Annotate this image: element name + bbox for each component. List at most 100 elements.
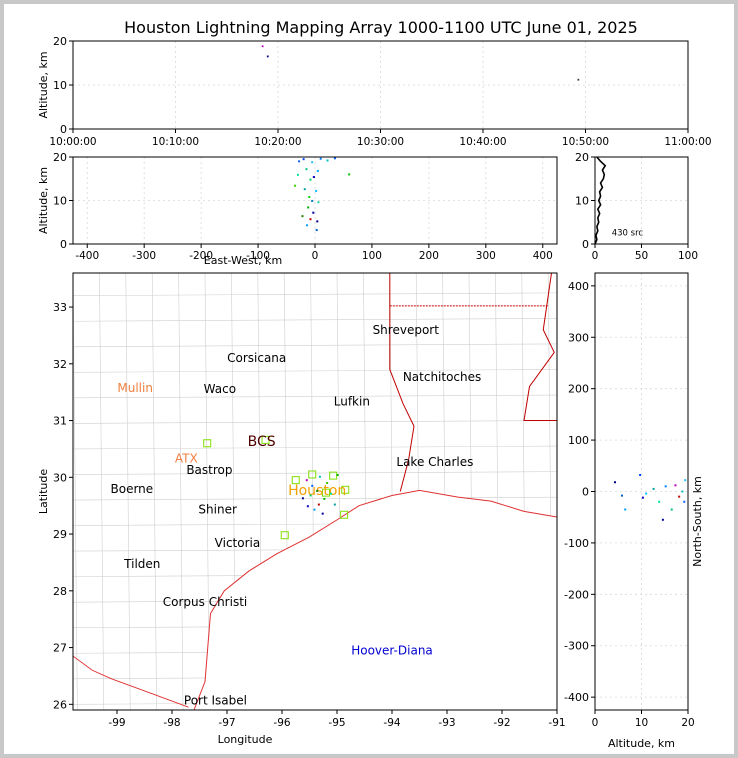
altitude-east-west-panel: -400 -300 -200 -100 0 100 200 300 400 0 10 20 East-W…	[37, 151, 558, 267]
ew-tick-label: -400	[75, 250, 99, 262]
source-point	[684, 479, 687, 482]
source-point	[661, 518, 664, 521]
source-point	[313, 508, 316, 511]
county-boundary	[73, 394, 557, 399]
ns-tick-label: -300	[564, 640, 589, 653]
longitude-tick-label: -92	[493, 717, 510, 729]
altitude-histogram-panel: 0 50 100 0 10 20 430 src	[575, 151, 698, 262]
ew-tick-label: 200	[419, 250, 439, 262]
source-point	[317, 503, 320, 506]
source-point	[261, 45, 264, 48]
ew-tick-label: -300	[132, 250, 156, 262]
county-boundary	[178, 273, 184, 710]
city-label: Port Isabel	[184, 693, 247, 707]
altitude-axis-label: Altitude, km	[37, 51, 50, 118]
city-label: Corsicana	[227, 351, 286, 365]
altitude-time-panel: 10:00:00 10:10:00 10:20:00 10:30:00 10:40:00…	[37, 35, 712, 148]
ew-tick-label: 300	[476, 250, 496, 262]
count-tick-label: 0	[592, 250, 599, 262]
source-point	[266, 55, 269, 58]
source-point	[641, 496, 644, 499]
figure-title: Houston Lightning Mapping Array 1000-110…	[124, 18, 638, 37]
ew-tick-label: -200	[189, 250, 213, 262]
altitude-ew-axes	[72, 156, 558, 245]
source-point	[301, 497, 304, 500]
source-point	[333, 503, 336, 506]
source-point	[678, 495, 681, 498]
latitude-axis-label: Latitude	[37, 469, 50, 515]
source-point	[301, 215, 304, 218]
source-point	[620, 494, 623, 497]
source-point	[681, 490, 684, 493]
city-label: Bastrop	[186, 463, 232, 477]
source-point	[311, 484, 314, 487]
source-point	[303, 188, 306, 191]
coastline	[193, 489, 557, 710]
lma-station-marker	[341, 485, 350, 494]
map-axes	[72, 272, 558, 711]
source-point	[658, 500, 661, 503]
source-point	[311, 199, 314, 202]
city-label: Victoria	[215, 536, 261, 550]
plan-view-map-panel: Shreveport Corsicana Natchitoches Mullin Wac…	[37, 272, 566, 746]
county-boundary	[99, 273, 105, 710]
source-point	[577, 78, 580, 81]
city-label: Natchitoches	[403, 370, 481, 384]
source-point	[321, 512, 324, 515]
ns-tick-label: -100	[564, 537, 589, 550]
gulf-of-mexico	[194, 490, 557, 710]
ew-tick-label: 0	[312, 250, 319, 262]
time-tick-label: 10:10:00	[152, 136, 199, 148]
lma-station-marker	[291, 476, 300, 485]
source-point	[309, 218, 312, 221]
source-point	[652, 487, 655, 490]
texas-louisiana-border	[389, 273, 415, 492]
source-point	[639, 474, 642, 477]
ew-tick-label: -100	[246, 250, 270, 262]
source-point	[329, 492, 332, 495]
longitude-tick-label: -91	[548, 717, 565, 729]
city-label: BCS	[248, 434, 276, 450]
source-point	[645, 492, 648, 495]
city-label: Shreveport	[373, 323, 440, 337]
city-label: Waco	[204, 382, 236, 396]
source-point	[309, 178, 312, 181]
lma-station-marker	[308, 470, 317, 479]
ns-axis-label: North-South, km	[691, 476, 704, 567]
source-point	[326, 159, 329, 162]
source-point	[316, 220, 319, 223]
city-label: Shiner	[198, 503, 237, 517]
city-label: Boerne	[111, 482, 154, 496]
longitude-tick-label: -98	[163, 717, 180, 729]
longitude-tick-label: -94	[383, 717, 400, 729]
ns-tick-label: 300	[568, 331, 589, 344]
source-point	[670, 508, 673, 511]
source-point	[317, 201, 320, 204]
longitude-tick-label: -99	[108, 717, 125, 729]
source-point	[306, 224, 309, 227]
city-label: Hoover-Diana	[351, 643, 433, 657]
source-point	[674, 484, 677, 487]
latitude-tick-label: 31	[53, 415, 67, 428]
time-tick-label: 10:30:00	[357, 136, 404, 148]
county-boundary	[73, 292, 557, 297]
city-label: Mullin	[117, 381, 153, 395]
altitude-axis-label: Altitude, km	[37, 167, 50, 234]
altitude-tick-label: 20	[681, 717, 694, 729]
source-point	[319, 157, 322, 160]
city-label: Lufkin	[334, 394, 370, 408]
source-point	[311, 161, 314, 164]
ns-tick-label: 200	[568, 383, 589, 396]
count-tick-label: 100	[678, 250, 698, 262]
county-boundary	[125, 273, 131, 710]
longitude-tick-label: -95	[328, 717, 345, 729]
ns-tick-label: -200	[564, 588, 589, 601]
ew-tick-label: 100	[362, 250, 382, 262]
mississippi-river-border	[523, 273, 557, 422]
lma-station-marker	[261, 435, 270, 444]
source-point	[305, 479, 308, 482]
source-point	[348, 173, 351, 176]
county-boundary	[73, 318, 557, 322]
source-point	[302, 158, 305, 161]
county-boundary	[73, 471, 557, 475]
